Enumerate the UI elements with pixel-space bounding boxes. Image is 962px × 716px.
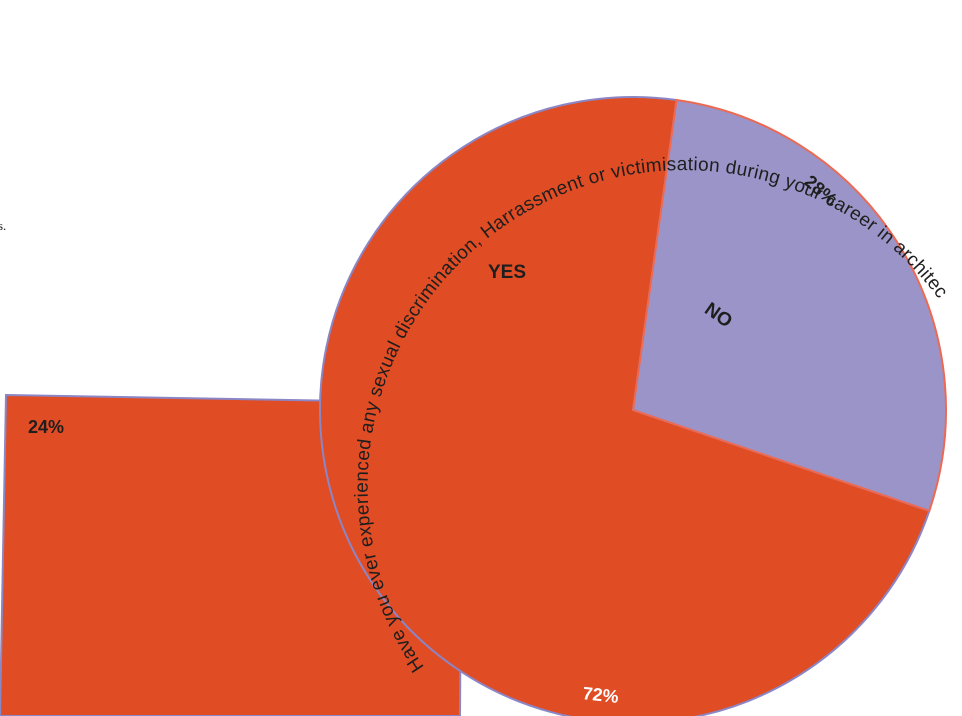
pie-value-yes: 72% [582, 683, 620, 707]
stray-text: s. [0, 218, 7, 233]
side-panel-label: 24% [28, 417, 64, 437]
pie-slice-yes [319, 96, 931, 716]
pie-slice-no [631, 98, 947, 513]
pie-label-yes: YES [488, 262, 526, 283]
